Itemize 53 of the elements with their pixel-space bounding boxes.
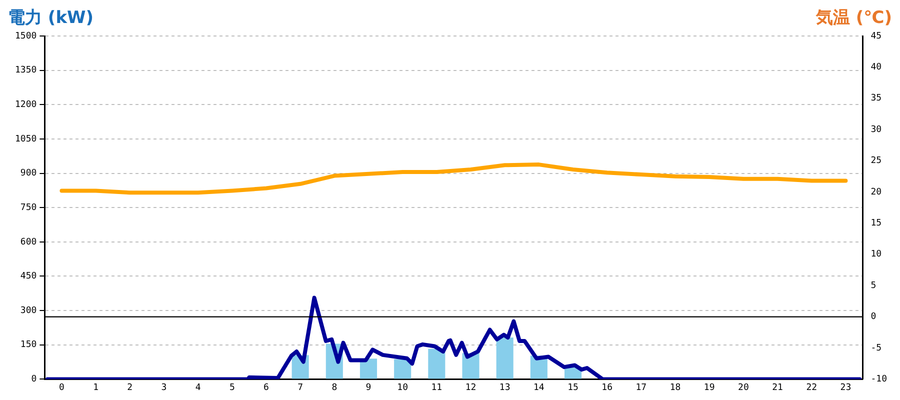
y-tick-label: 0 bbox=[31, 374, 37, 385]
y2-tick-label: 45 bbox=[870, 31, 882, 42]
x-tick-label: 1 bbox=[93, 382, 99, 393]
y2-tick-label: -5 bbox=[870, 343, 882, 354]
x-tick-label: 18 bbox=[670, 382, 681, 393]
y2-tick-label: 25 bbox=[870, 156, 882, 166]
x-tick-label: 17 bbox=[636, 382, 647, 393]
bar bbox=[428, 348, 446, 379]
y2-tick-label: 0 bbox=[870, 312, 876, 322]
x-tick-label: 5 bbox=[229, 382, 235, 393]
bar bbox=[360, 358, 378, 379]
y2-tick-label: 10 bbox=[870, 250, 882, 260]
x-tick-label: 9 bbox=[366, 382, 372, 393]
x-tick-label: 10 bbox=[397, 382, 408, 393]
y-tick-label: 1050 bbox=[14, 134, 37, 144]
y-tick-label: 750 bbox=[20, 202, 37, 213]
x-tick-label: 20 bbox=[738, 382, 749, 393]
x-tick-label: 21 bbox=[772, 382, 783, 393]
x-tick-label: 2 bbox=[127, 382, 133, 393]
bar bbox=[394, 359, 412, 379]
x-tick-label: 4 bbox=[195, 382, 201, 393]
y-tick-label: 1350 bbox=[14, 66, 37, 76]
x-tick-label: 12 bbox=[465, 382, 476, 393]
y-tick-label: 150 bbox=[20, 340, 37, 350]
x-tick-label: 19 bbox=[704, 382, 715, 393]
y-tick-label: 1200 bbox=[14, 100, 37, 110]
x-tick-label: 14 bbox=[534, 382, 544, 393]
y2-tick-label: 15 bbox=[870, 218, 882, 229]
x-tick-label: 16 bbox=[602, 382, 613, 393]
x-tick-label: 6 bbox=[264, 382, 269, 393]
x-tick-label: 11 bbox=[431, 382, 442, 393]
y-tick-label: 300 bbox=[20, 306, 37, 316]
x-tick-label: 3 bbox=[161, 382, 167, 393]
y-tick-label: 450 bbox=[20, 272, 37, 282]
y2-tick-label: 20 bbox=[870, 187, 882, 198]
x-tick-label: 13 bbox=[499, 382, 510, 393]
x-tick-label: 15 bbox=[568, 382, 578, 393]
x-tick-label: 0 bbox=[59, 382, 64, 393]
y-tick-label: 1500 bbox=[14, 31, 37, 42]
y2-axis-title: 気温 (℃) bbox=[816, 7, 892, 29]
y-tick-label: 600 bbox=[20, 237, 37, 248]
y2-tick-label: 35 bbox=[870, 94, 882, 104]
x-tick-label: 7 bbox=[298, 382, 304, 393]
y2-tick-label: 5 bbox=[870, 280, 876, 291]
x-tick-label: 22 bbox=[806, 382, 818, 393]
y-axis-title: 電力 (kW) bbox=[8, 7, 94, 29]
x-tick-label: 23 bbox=[840, 382, 852, 393]
y-tick-label: 900 bbox=[20, 168, 37, 179]
x-tick-label: 8 bbox=[332, 382, 338, 393]
bar bbox=[496, 338, 514, 379]
y2-tick-label: 40 bbox=[870, 62, 882, 73]
y2-tick-label: -10 bbox=[870, 374, 888, 385]
y2-tick-label: 30 bbox=[870, 124, 882, 135]
